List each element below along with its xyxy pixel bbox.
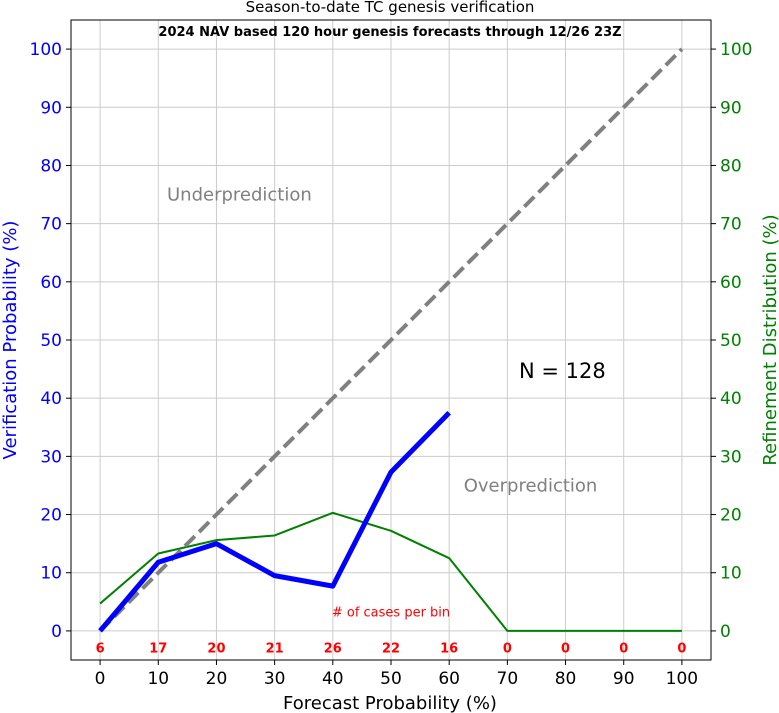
y2-tick-label-10: 10 (720, 564, 742, 584)
grid-lines (71, 20, 711, 660)
y2-tick-label-40: 40 (720, 389, 742, 409)
x-tick-label-0: 0 (95, 669, 106, 689)
x-tick-label-50: 50 (380, 669, 402, 689)
y2-tick-label-100: 100 (720, 40, 752, 60)
n-total-annotation: N = 128 (519, 359, 606, 383)
case-count-70: 0 (503, 641, 512, 656)
y-tick-label-0: 0 (51, 622, 62, 642)
y2-tick-label-30: 30 (720, 447, 742, 467)
y-tick-label-80: 80 (40, 156, 62, 176)
tick-marks (66, 48, 716, 665)
y-tick-label-60: 60 (40, 273, 62, 293)
x-tick-label-60: 60 (438, 669, 460, 689)
y-tick-label-30: 30 (40, 447, 62, 467)
x-tick-label-70: 70 (497, 669, 519, 689)
y2-tick-label-0: 0 (720, 622, 731, 642)
y2-tick-label-50: 50 (720, 331, 742, 351)
case-count-30: 21 (266, 641, 284, 656)
y-tick-label-70: 70 (40, 215, 62, 235)
chart-subtitle: 2024 NAV based 120 hour genesis forecast… (158, 25, 621, 40)
overprediction-annotation: Overprediction (464, 475, 598, 496)
y2-axis-label: Refinement Distribution (%) (760, 214, 779, 465)
y-tick-label-50: 50 (40, 331, 62, 351)
case-count-100: 0 (677, 641, 686, 656)
x-axis-label: Forecast Probability (%) (283, 693, 497, 713)
case-count-10: 17 (149, 641, 167, 656)
y-tick-label-10: 10 (40, 564, 62, 584)
x-tick-label-30: 30 (264, 669, 286, 689)
cases-per-bin-label: # of cases per bin (332, 605, 450, 620)
x-tick-label-40: 40 (322, 669, 344, 689)
y2-tick-label-90: 90 (720, 98, 742, 118)
y2-tick-label-20: 20 (720, 506, 742, 526)
y-tick-label-20: 20 (40, 506, 62, 526)
case-count-50: 22 (382, 641, 400, 656)
x-tick-label-10: 10 (147, 669, 169, 689)
chart-marks (98, 47, 684, 633)
case-count-80: 0 (561, 641, 570, 656)
y2-tick-label-80: 80 (720, 156, 742, 176)
y-tick-label-90: 90 (40, 98, 62, 118)
x-tick-label-20: 20 (206, 669, 228, 689)
underprediction-annotation: Underprediction (167, 184, 312, 205)
case-count-40: 26 (324, 641, 342, 656)
y2-tick-label-60: 60 (720, 273, 742, 293)
x-tick-label-80: 80 (555, 669, 577, 689)
case-count-20: 20 (207, 641, 225, 656)
x-tick-label-100: 100 (666, 669, 698, 689)
chart-title: Season-to-date TC genesis verification (246, 0, 535, 16)
y2-tick-label-70: 70 (720, 215, 742, 235)
y-tick-label-100: 100 (30, 40, 62, 60)
y-axis-label: Verification Probability (%) (0, 221, 21, 460)
x-tick-label-90: 90 (613, 669, 635, 689)
case-count-0: 6 (96, 641, 105, 656)
perfect-reliability-line (98, 47, 684, 633)
case-count-90: 0 (619, 641, 628, 656)
case-count-60: 16 (440, 641, 458, 656)
y-tick-label-40: 40 (40, 389, 62, 409)
